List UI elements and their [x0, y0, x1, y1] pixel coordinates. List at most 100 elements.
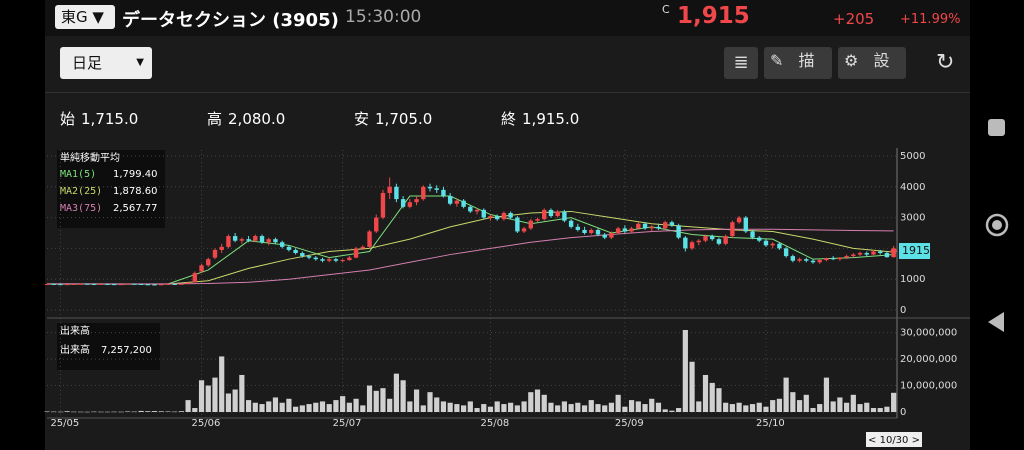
candle-body — [353, 248, 359, 258]
candle-body — [629, 228, 634, 232]
market: 東G — [61, 8, 88, 26]
candle-body — [273, 239, 278, 243]
volume-bar — [299, 405, 305, 412]
candle-body — [595, 229, 601, 235]
candle-body — [347, 257, 352, 261]
volume-bar — [602, 405, 608, 412]
candle-body — [575, 226, 581, 230]
refresh-button[interactable]: ↻ — [936, 50, 955, 75]
volume-bar — [622, 406, 628, 412]
volume-bar — [877, 408, 883, 412]
volume-bar — [528, 392, 534, 412]
date-nav[interactable]: < 10/30 > — [868, 435, 920, 446]
candle-body — [609, 233, 614, 238]
ohlc-item: 終 1,915.0 — [501, 108, 648, 129]
candle-body — [414, 199, 419, 203]
date-nav-box[interactable] — [866, 432, 922, 447]
volume-bar — [225, 393, 232, 412]
volume-bar — [266, 401, 272, 412]
candle-body — [380, 192, 386, 218]
volume-bar — [534, 389, 541, 412]
period-select[interactable]: 日足 ▼ — [60, 47, 152, 79]
volume-bar — [891, 392, 897, 412]
candle-body — [555, 211, 560, 217]
nav-home-dot — [992, 220, 1002, 230]
ma-line — [47, 210, 894, 285]
candle-body — [676, 225, 681, 238]
candle-body — [696, 240, 701, 243]
volume-bar — [823, 377, 830, 412]
volume-title: 出来高 — [60, 324, 90, 337]
volume-bar — [306, 404, 312, 412]
ohlc-summary: 始 1,715.0 高 2,080.0 安 1,705.0 終 1,915.0 — [60, 108, 648, 129]
volume-bar — [682, 330, 688, 412]
volume-bar — [850, 394, 856, 412]
volume-bar — [702, 374, 709, 412]
volume-bar — [353, 398, 359, 412]
settings-button[interactable]: ⚙ 設定 — [838, 47, 906, 79]
candle-body — [199, 265, 204, 272]
candle-body — [878, 251, 883, 254]
candle-body — [246, 239, 251, 241]
volume-bar — [366, 385, 373, 412]
candle-body — [165, 283, 171, 285]
ohlc-value: 1,705.0 — [375, 110, 433, 128]
volume-bar — [44, 411, 50, 412]
candle-body — [212, 249, 218, 258]
volume-tick-label: 10,000,000 — [900, 381, 957, 392]
volume-tick-label: 20,000,000 — [900, 354, 957, 365]
candle-body — [387, 186, 392, 193]
candle-body — [851, 254, 856, 257]
volume-bar — [286, 398, 292, 412]
candle-body — [857, 253, 863, 255]
volume-bar — [575, 402, 581, 412]
candle-body — [206, 259, 211, 266]
candle-body — [589, 229, 594, 233]
volume-bar — [420, 405, 426, 412]
candle-body — [78, 283, 83, 285]
volume-bar — [91, 411, 97, 413]
nav-home[interactable] — [985, 213, 1009, 237]
price-prefix: C — [662, 3, 670, 16]
nav-back[interactable] — [988, 312, 1004, 332]
candle-body — [763, 240, 769, 246]
candle-body — [407, 202, 413, 207]
candle-body — [179, 283, 184, 285]
market-select[interactable]: 東G ▼ — [55, 5, 115, 29]
candle-body — [327, 259, 332, 261]
ohlc-item: 安 1,705.0 — [354, 108, 501, 129]
volume-bar — [864, 402, 870, 412]
candle-body — [730, 222, 735, 237]
price: 1,915 — [677, 3, 750, 29]
candle-body — [400, 199, 406, 207]
period: 日足 — [72, 54, 103, 72]
volume-bar — [279, 402, 285, 412]
candle-body — [508, 212, 513, 218]
candle-body — [649, 226, 654, 229]
volume-bar — [252, 402, 258, 412]
candle-body — [98, 283, 103, 285]
draw-button[interactable]: ✎ 描画 — [764, 47, 832, 79]
candle-body — [239, 239, 245, 241]
volume-bar — [655, 402, 662, 412]
candle-body — [521, 228, 527, 232]
volume-bar — [628, 400, 635, 412]
volume-bar — [373, 390, 379, 412]
candle-body — [454, 200, 460, 204]
volume-bar — [245, 400, 252, 412]
stock-name: データセクション (3905) — [122, 10, 339, 31]
volume-bar — [111, 411, 117, 413]
ohlc-label: 終 — [501, 110, 517, 128]
volume-bar — [64, 411, 70, 412]
volume-bar — [158, 411, 164, 412]
ohlc-label: 高 — [207, 110, 223, 128]
volume-bar — [178, 411, 184, 412]
candle-body — [535, 219, 540, 221]
nav-recent[interactable] — [988, 119, 1005, 136]
x-tick-label: 25/07 — [333, 418, 362, 429]
volume-legend-box — [57, 323, 160, 370]
volume-bar — [521, 401, 527, 412]
top-bar — [45, 0, 970, 36]
volume-bar — [541, 394, 547, 412]
list-button[interactable]: ≣ — [724, 47, 758, 79]
